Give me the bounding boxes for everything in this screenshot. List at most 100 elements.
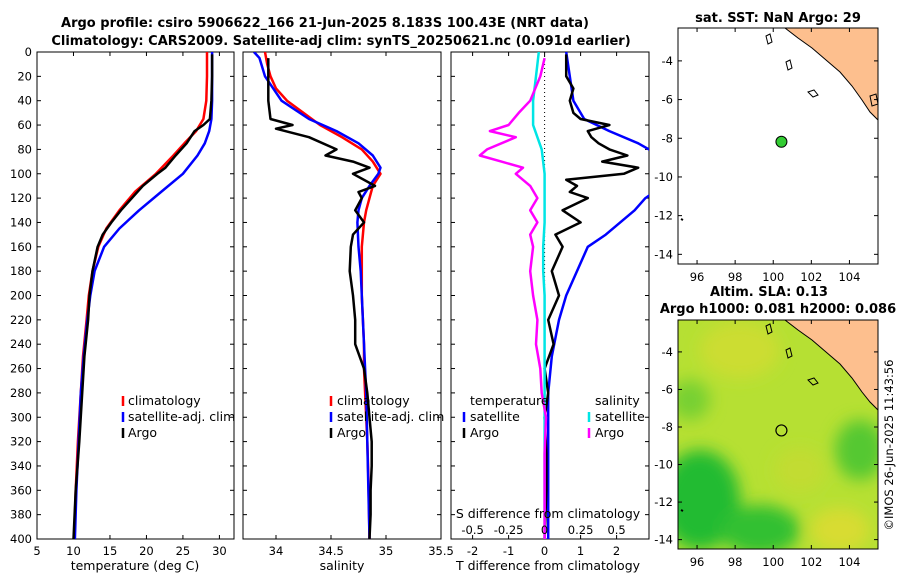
map-x-tick-label: 96 <box>690 270 705 284</box>
legend-label-t-argo: Argo <box>470 425 499 440</box>
y-tick-label: 380 <box>10 508 32 522</box>
y-tick-label: 80 <box>17 142 32 156</box>
y-tick-label: 120 <box>10 191 32 205</box>
temperature-panel: 0 20 40 60 80 100 120 140 160 180 200 220 240 260 280 3… <box>10 45 235 573</box>
legend-label-argo: Argo <box>128 425 157 440</box>
sumatra-land <box>784 320 878 411</box>
top-tick-label: -0.5 <box>461 523 483 537</box>
difference-axes-box <box>450 51 650 540</box>
x-tick-label: 34.5 <box>318 544 344 558</box>
map-x-tick-label: 98 <box>728 555 743 569</box>
map-x-tick-label: 96 <box>690 555 705 569</box>
y-tick-label: 200 <box>10 289 32 303</box>
map-y-tick-label: -14 <box>654 533 673 547</box>
sst-map-land <box>680 28 878 221</box>
x-tick-label: -1 <box>503 544 514 558</box>
map-y-tick-label: -4 <box>662 345 673 359</box>
y-tick-label: 240 <box>10 337 32 351</box>
sla-low-patch <box>678 380 710 420</box>
island-outline <box>807 377 819 386</box>
map-x-tick-label: 98 <box>728 270 743 284</box>
map-x-tick-label: 100 <box>762 555 784 569</box>
map-y-tick-label: -8 <box>662 131 673 145</box>
sst-map-frame <box>677 27 879 265</box>
legend-label-satellite: satellite-adj. clim <box>128 409 235 424</box>
sst-map-panel: sat. SST: NaN Argo: 29 96 98 100 102 104 -4 -6… <box>654 11 879 284</box>
y-tick-label: 20 <box>17 69 32 83</box>
sla-field <box>678 320 878 549</box>
map-x-tick-label: 102 <box>800 270 822 284</box>
map-x-tick-label: 102 <box>800 555 822 569</box>
argo-position-marker <box>775 135 788 148</box>
map-x-tick-label: 100 <box>762 270 784 284</box>
sla-low-patch <box>720 505 800 549</box>
map-y-tick-label: -12 <box>654 495 673 509</box>
salinity-difference-ticks: -0.5 -0.25 0 0.25 0.5 <box>461 523 625 537</box>
sla-map-panel: Altim. SLA: 0.13 Argo h1000: 0.081 h2000… <box>654 285 896 569</box>
map-y-tick-label: -14 <box>654 247 673 261</box>
sumatra-land <box>784 28 878 121</box>
y-tick-label: 220 <box>10 313 32 327</box>
y-tick-label: 160 <box>10 240 32 254</box>
series-line-argo <box>72 54 214 539</box>
y-tick-label: 300 <box>10 410 32 424</box>
top-tick-label: -0.25 <box>494 523 524 537</box>
sst-map-title: sat. SST: NaN Argo: 29 <box>695 11 861 26</box>
x-tick-label: 1 <box>577 544 584 558</box>
map-y-tick-label: -6 <box>662 382 673 396</box>
island-outline <box>785 347 793 359</box>
x-tick-label: 30 <box>212 544 227 558</box>
difference-panel: -2 -1 0 1 2 T difference from climatology S … <box>450 51 650 573</box>
difference-xlabel: T difference from climatology <box>455 558 641 573</box>
title-line-2: Climatology: CARS2009. Satellite-adj cli… <box>51 34 630 49</box>
legend-title-salinity: salinity <box>595 393 640 408</box>
series-line-t-argo <box>543 54 640 539</box>
y-tick-label: 140 <box>10 215 32 229</box>
imos-timestamp: ©IMOS 26-Jun-2025 11:43:56 <box>882 360 896 531</box>
map-y-tick-label: -10 <box>654 170 673 184</box>
y-tick-label: 60 <box>17 118 32 132</box>
x-tick-label: 5 <box>33 544 40 558</box>
legend-label-argo: Argo <box>337 425 366 440</box>
temperature-axes-box <box>36 51 235 540</box>
y-tick-label: 40 <box>17 94 32 108</box>
legend-label-climatology: climatology <box>337 393 410 408</box>
top-tick-label: 0.5 <box>607 523 625 537</box>
top-tick-label: 0 <box>541 523 548 537</box>
island-outline <box>765 33 773 45</box>
y-tick-label: 320 <box>10 435 32 449</box>
salinity-xlabel: salinity <box>320 558 365 573</box>
x-tick-label: 2 <box>613 544 620 558</box>
legend-label-t-satellite: satellite <box>470 409 520 424</box>
y-tick-label: 360 <box>10 483 32 497</box>
x-tick-label: -2 <box>467 544 478 558</box>
title-line-1: Argo profile: csiro 5906622_166 21-Jun-2… <box>61 16 589 31</box>
x-tick-label: 10 <box>66 544 81 558</box>
series-line-s-argo <box>478 57 548 539</box>
x-tick-label: 20 <box>139 544 154 558</box>
salinity-legend: climatology satellite-adj. clim Argo <box>329 393 444 440</box>
series-line-satellite-adj-clim <box>73 52 214 539</box>
map-x-tick-label: 104 <box>838 555 860 569</box>
x-tick-label: 15 <box>103 544 118 558</box>
sla-map-title: Altim. SLA: 0.13 <box>710 285 828 300</box>
legend-label-climatology: climatology <box>128 393 201 408</box>
y-tick-label: 340 <box>10 459 32 473</box>
map-y-tick-label: -10 <box>654 458 673 472</box>
y-tick-label: 100 <box>10 167 32 181</box>
top-tick-label: 0.25 <box>568 523 594 537</box>
legend-title-temperature: temperature <box>470 393 549 408</box>
legend-label-s-satellite: satellite <box>595 409 645 424</box>
salinity-axes-box <box>242 51 442 540</box>
series-line-argo <box>267 58 377 539</box>
map-y-tick-label: -8 <box>662 420 673 434</box>
y-tick-label: 180 <box>10 264 32 278</box>
island-outline <box>869 93 878 107</box>
sla-high-patch <box>700 322 780 378</box>
difference-xlabel-top: S difference from climatology <box>456 506 641 521</box>
y-tick-label: 400 <box>10 532 32 546</box>
temperature-xlabel: temperature (deg C) <box>71 558 200 573</box>
map-y-tick-label: -12 <box>654 209 673 223</box>
map-y-tick-label: -4 <box>662 54 673 68</box>
